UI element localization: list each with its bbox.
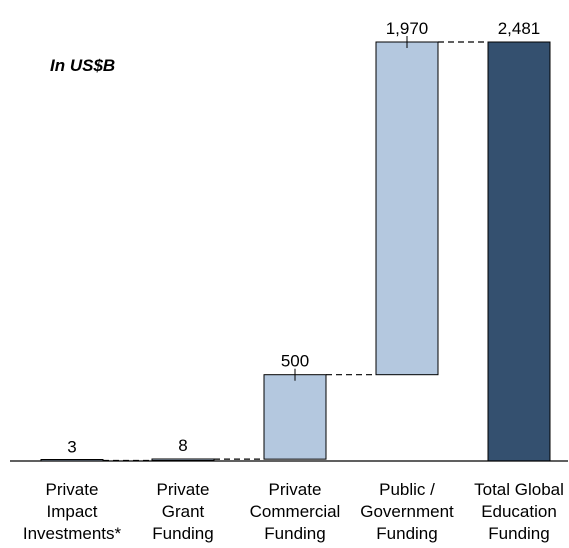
category-label-5: Total Global Education Funding: [454, 479, 569, 545]
value-label-1: 3: [67, 437, 76, 456]
category-label-1: Private Impact Investments*: [7, 479, 137, 545]
value-label-5: 2,481: [498, 19, 541, 38]
value-label-2: 8: [178, 436, 187, 455]
category-label-2: Private Grant Funding: [118, 479, 248, 545]
category-label-line: Funding: [376, 524, 438, 543]
unit-note: In US$B: [50, 56, 116, 75]
category-label-line: Commercial: [249, 502, 341, 521]
category-label-4: Public / Government Funding: [342, 479, 472, 545]
category-label-line: Impact: [46, 502, 98, 521]
category-label-line: Total Global: [474, 480, 564, 499]
category-label-line: Private: [45, 480, 99, 499]
category-label-line: Investments*: [22, 524, 122, 543]
category-label-line: Private: [268, 480, 322, 499]
category-label-line: Education: [481, 502, 557, 521]
bar-2: [151, 458, 215, 461]
category-label-line: Funding: [152, 524, 214, 543]
category-label-3: Private Commercial Funding: [230, 479, 360, 545]
bar-5: [487, 41, 551, 462]
bar-4: [375, 41, 439, 376]
category-label-line: Grant: [161, 502, 205, 521]
bar-3: [263, 374, 327, 460]
category-label-line: Public /: [379, 480, 435, 499]
category-label-line: Government: [360, 502, 454, 521]
category-label-line: Private: [156, 480, 210, 499]
value-label-3: 500: [281, 352, 309, 371]
value-label-4: 1,970: [386, 19, 429, 38]
category-label-line: Funding: [264, 524, 326, 543]
category-label-line: Funding: [488, 524, 550, 543]
